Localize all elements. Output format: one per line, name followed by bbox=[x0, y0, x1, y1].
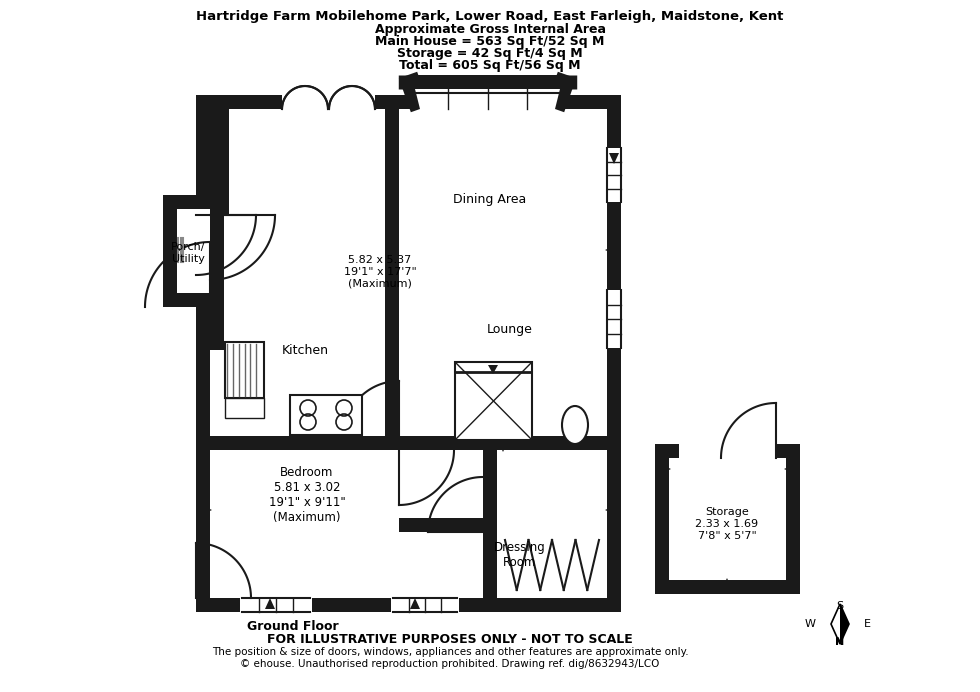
Bar bbox=[605, 148, 623, 202]
Text: Storage
2.33 x 1.69
7'8" x 5'7": Storage 2.33 x 1.69 7'8" x 5'7" bbox=[696, 507, 759, 540]
Polygon shape bbox=[488, 365, 498, 374]
Bar bbox=[420, 95, 555, 111]
Polygon shape bbox=[198, 153, 208, 164]
Text: Storage = 42 Sq Ft/4 Sq M: Storage = 42 Sq Ft/4 Sq M bbox=[397, 47, 583, 60]
Text: Bedroom
5.81 x 3.02
19'1" x 9'11"
(Maximum): Bedroom 5.81 x 3.02 19'1" x 9'11" (Maxim… bbox=[269, 466, 345, 524]
Bar bbox=[605, 290, 623, 348]
Text: E: E bbox=[864, 619, 871, 629]
Polygon shape bbox=[722, 578, 732, 589]
Text: Dining Area: Dining Area bbox=[454, 194, 526, 206]
Bar bbox=[210, 436, 398, 450]
Bar bbox=[177, 209, 210, 293]
Ellipse shape bbox=[562, 406, 588, 444]
Text: 5.82 x 5.37
19'1" x 17'7"
(Maximum): 5.82 x 5.37 19'1" x 17'7" (Maximum) bbox=[344, 255, 416, 288]
Polygon shape bbox=[660, 464, 671, 474]
Bar bbox=[196, 215, 210, 612]
Text: Porch/
Utility: Porch/ Utility bbox=[171, 242, 205, 264]
Bar bbox=[679, 444, 776, 458]
Bar bbox=[163, 195, 210, 209]
Bar bbox=[177, 238, 185, 262]
Polygon shape bbox=[609, 153, 619, 164]
Bar bbox=[282, 95, 375, 109]
Bar bbox=[290, 395, 362, 435]
Polygon shape bbox=[410, 598, 420, 609]
Text: The position & size of doors, windows, appliances and other features are approxi: The position & size of doors, windows, a… bbox=[212, 647, 688, 657]
Text: Approximate Gross Internal Area: Approximate Gross Internal Area bbox=[374, 23, 606, 36]
Polygon shape bbox=[198, 417, 208, 428]
Bar bbox=[391, 596, 459, 614]
Bar bbox=[210, 215, 224, 350]
Bar bbox=[408, 75, 567, 89]
Bar bbox=[240, 596, 312, 614]
Bar bbox=[163, 195, 177, 307]
Text: W: W bbox=[805, 619, 816, 629]
Text: S: S bbox=[837, 601, 844, 611]
Polygon shape bbox=[605, 505, 616, 515]
Bar bbox=[196, 598, 621, 612]
Bar bbox=[225, 342, 264, 398]
Bar bbox=[163, 293, 210, 307]
Bar bbox=[786, 444, 800, 594]
Polygon shape bbox=[498, 441, 508, 452]
Polygon shape bbox=[415, 89, 560, 109]
Polygon shape bbox=[831, 604, 849, 644]
Text: Total = 605 Sq Ft/56 Sq M: Total = 605 Sq Ft/56 Sq M bbox=[399, 59, 581, 72]
Text: Kitchen: Kitchen bbox=[281, 343, 328, 356]
Bar bbox=[483, 436, 497, 598]
Bar bbox=[196, 95, 621, 109]
Text: FOR ILLUSTRATIVE PURPOSES ONLY - NOT TO SCALE: FOR ILLUSTRATIVE PURPOSES ONLY - NOT TO … bbox=[268, 633, 633, 646]
Bar bbox=[655, 580, 800, 594]
Polygon shape bbox=[265, 598, 275, 609]
Bar bbox=[385, 109, 399, 450]
Bar bbox=[399, 436, 607, 450]
Bar bbox=[196, 109, 210, 215]
Polygon shape bbox=[840, 604, 849, 644]
Bar bbox=[455, 362, 532, 440]
Text: © ehouse. Unauthorised reproduction prohibited. Drawing ref. dig/8632943/LCO: © ehouse. Unauthorised reproduction proh… bbox=[240, 659, 660, 669]
Text: Main House = 563 Sq Ft/52 Sq M: Main House = 563 Sq Ft/52 Sq M bbox=[375, 35, 605, 48]
Bar bbox=[225, 398, 264, 418]
Bar bbox=[669, 458, 786, 580]
Polygon shape bbox=[784, 464, 795, 474]
Bar bbox=[210, 109, 229, 215]
Polygon shape bbox=[605, 245, 616, 255]
Bar bbox=[399, 518, 483, 532]
Text: Ground Floor: Ground Floor bbox=[247, 620, 339, 633]
Bar bbox=[655, 444, 669, 594]
Text: Lounge: Lounge bbox=[487, 323, 533, 336]
Bar bbox=[655, 444, 800, 458]
Text: N: N bbox=[835, 637, 845, 647]
Text: Hartridge Farm Mobilehome Park, Lower Road, East Farleigh, Maidstone, Kent: Hartridge Farm Mobilehome Park, Lower Ro… bbox=[196, 10, 784, 23]
Polygon shape bbox=[201, 505, 212, 515]
Text: Dressing
Room: Dressing Room bbox=[494, 541, 546, 569]
Bar bbox=[607, 95, 621, 612]
